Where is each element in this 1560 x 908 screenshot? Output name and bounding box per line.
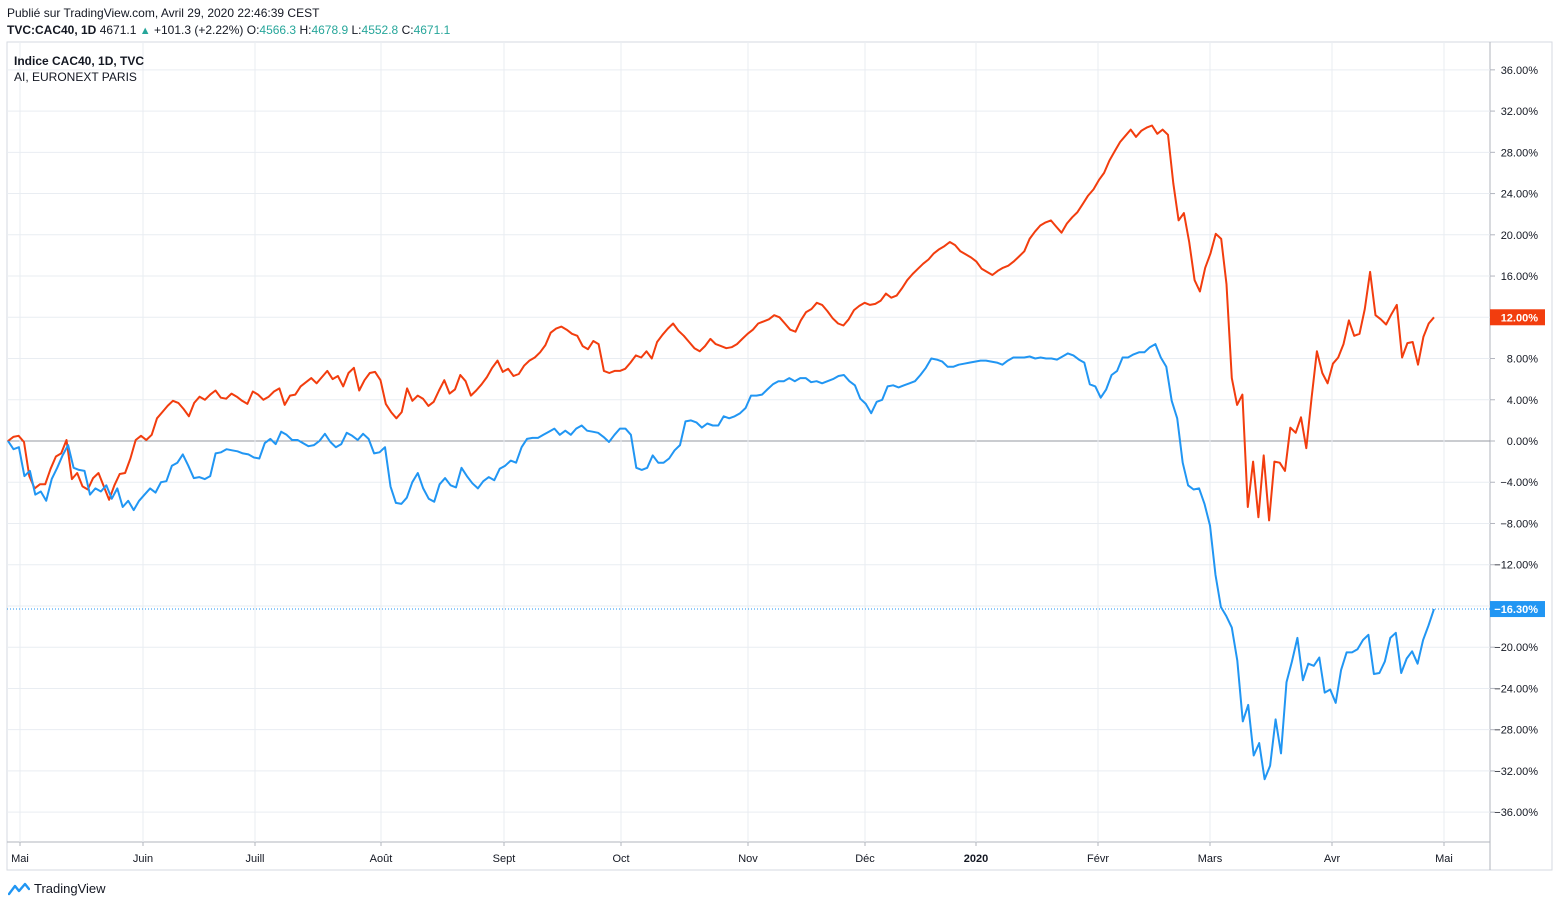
published-info: Publié sur TradingView.com, Avril 29, 20…	[7, 6, 320, 20]
y-tick-label: 16.00%	[1501, 271, 1539, 283]
chart-frame	[6, 41, 1553, 871]
open-value: 4566.3	[259, 23, 297, 37]
x-tick-label: Févr	[1087, 853, 1109, 865]
x-tick-label: Mars	[1198, 853, 1223, 865]
ai-series-line	[7, 124, 1435, 522]
ai-last-value-label: 12.00%	[1501, 312, 1539, 324]
open-label: O:	[246, 23, 260, 37]
y-tick-label: −8.00%	[1500, 518, 1538, 530]
symbol-name[interactable]: TVC:CAC40, 1D	[7, 23, 97, 37]
symbol-ohlc-line: TVC:CAC40, 1D 4671.1 ▲ +101.3 (+2.22%) O…	[7, 23, 450, 37]
x-tick-label: Juin	[133, 853, 153, 865]
x-tick-label: Déc	[855, 853, 875, 865]
y-tick-label: 20.00%	[1501, 230, 1539, 242]
y-tick-label: −32.00%	[1494, 766, 1538, 778]
legend-main[interactable]: Indice CAC40, 1D, TVC	[14, 54, 144, 68]
tradingview-brand-text: TradingView	[34, 881, 106, 896]
y-tick-label: −24.00%	[1494, 683, 1538, 695]
close-value: 4671.1	[413, 23, 451, 37]
legend-compare[interactable]: AI, EURONEXT PARIS	[14, 70, 137, 84]
x-tick-label: Juill	[246, 853, 265, 865]
cac40-last-value-label: −16.30%	[1494, 604, 1538, 616]
cac40-series-line	[7, 343, 1435, 781]
y-axis-ticks: 36.00% 32.00% 28.00% 24.00% 20.00% 16.00% 12.0…	[1490, 65, 1538, 819]
y-tick-label: 8.00%	[1507, 354, 1538, 366]
low-value: 4552.8	[361, 23, 399, 37]
y-tick-label: 0.00%	[1507, 436, 1538, 448]
series-lines	[7, 124, 1490, 781]
y-tick-label: −12.00%	[1494, 560, 1538, 572]
high-value: 4678.9	[311, 23, 349, 37]
x-tick-label: Oct	[612, 853, 629, 865]
y-tick-label: 28.00%	[1501, 147, 1539, 159]
last-value-labels: −16.30% 12.00%	[1490, 309, 1545, 618]
y-tick-label: −28.00%	[1494, 725, 1538, 737]
x-tick-label: Nov	[738, 853, 758, 865]
y-tick-label: 32.00%	[1501, 106, 1539, 118]
ai-last-value-badge	[1490, 309, 1545, 326]
x-axis-ticks: Mai Juin Juill Août Sept Oct Nov Déc 2020 Févr Mar…	[11, 842, 1453, 865]
y-tick-label: −4.00%	[1500, 477, 1538, 489]
high-label: H:	[299, 23, 312, 37]
y-tick-label: 36.00%	[1501, 65, 1539, 77]
y-tick-label: 24.00%	[1501, 189, 1539, 201]
tradingview-brand[interactable]: TradingView	[8, 881, 106, 896]
price-change: +101.3 (+2.22%)	[153, 23, 244, 37]
x-tick-label: Mai	[1435, 853, 1453, 865]
x-tick-label: Mai	[11, 853, 29, 865]
x-tick-label: 2020	[964, 853, 988, 865]
x-tick-label: Avr	[1324, 853, 1341, 865]
x-tick-label: Août	[370, 853, 393, 865]
arrow-up-icon: ▲	[139, 25, 151, 37]
y-tick-label: −36.00%	[1494, 807, 1538, 819]
close-label: C:	[401, 23, 414, 37]
tradingview-logo-icon	[8, 882, 30, 895]
x-tick-label: Sept	[493, 853, 516, 865]
y-tick-label: 4.00%	[1507, 395, 1538, 407]
last-price: 4671.1	[99, 23, 137, 37]
grid-lines	[7, 42, 1490, 842]
cac40-last-value-badge	[1490, 601, 1545, 618]
y-tick-label: −20.00%	[1494, 642, 1538, 654]
low-label: L:	[351, 23, 362, 37]
